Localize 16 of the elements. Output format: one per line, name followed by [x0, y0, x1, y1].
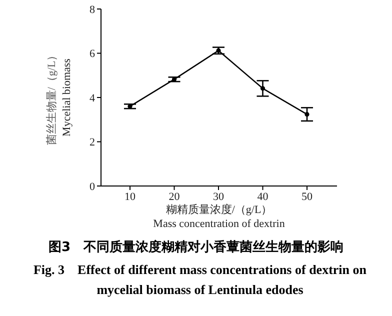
x-axis-title: 糊精质量浓度/（g/L） Mass concentration of dextrin	[152, 203, 286, 231]
y-tick-label: 4	[90, 92, 96, 104]
text: 图3 不同质量浓度糊精对小香蕈菌丝生物量的影响	[48, 240, 344, 255]
text: Fig. 3 Effect of different mass concentrations of dextrin on mycelial biomass of Lentinula edodes	[33, 262, 366, 297]
y-tick-label: 6	[90, 48, 96, 60]
y-tick-label: 2	[90, 136, 95, 149]
y-tick-label: 0	[90, 180, 96, 193]
y-axis-title: 菌丝生物量/（g/L） Mycelial biomass	[45, 50, 73, 146]
x-tick-label: 30	[213, 190, 224, 203]
x-tick-label: 20	[168, 190, 180, 203]
x-tick-label: 10	[124, 190, 136, 203]
x-tick-label: 50	[302, 190, 313, 203]
point	[304, 112, 310, 117]
point	[260, 86, 266, 91]
x-tick-label: 40	[257, 190, 269, 203]
y-tick-label: 8	[90, 4, 96, 16]
